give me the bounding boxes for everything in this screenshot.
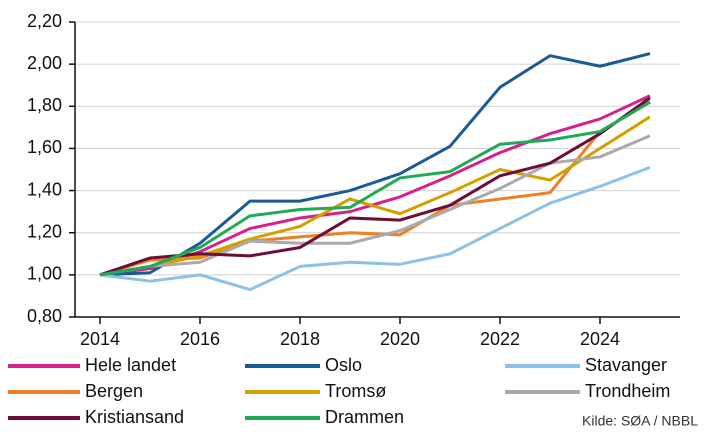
legend-label: Kristiansand (85, 407, 184, 427)
legend-label: Bergen (85, 381, 143, 401)
series-line (99, 100, 651, 277)
x-tick-label: 2024 (580, 329, 620, 349)
legend-label: Trondheim (585, 381, 670, 401)
y-tick-label: 2,20 (27, 11, 62, 31)
x-tick-label: 2016 (180, 329, 220, 349)
x-tick-label: 2020 (380, 329, 420, 349)
legend-label: Oslo (325, 355, 362, 375)
y-tick-label: 1,80 (27, 95, 62, 115)
y-tick-label: 0,80 (27, 306, 62, 326)
y-tick-label: 1,00 (27, 264, 62, 284)
series-line (99, 165, 651, 292)
series-line (99, 94, 651, 277)
y-tick-label: 2,00 (27, 53, 62, 73)
legend-label: Tromsø (325, 381, 386, 401)
series-line (99, 96, 651, 277)
source: Kilde: SØA / NBBL (582, 413, 698, 429)
series-line (99, 134, 651, 277)
y-tick-label: 1,60 (27, 137, 62, 157)
series-line (99, 115, 651, 277)
x-tick-label: 2022 (480, 329, 520, 349)
legend-label: Stavanger (585, 355, 667, 375)
y-tick-label: 1,40 (27, 179, 62, 199)
y-tick-label: 1,20 (27, 221, 62, 241)
series-line (99, 52, 651, 277)
legend-label: Hele landet (85, 355, 176, 375)
legend-label: Drammen (325, 407, 404, 427)
x-tick-label: 2014 (80, 329, 120, 349)
x-tick-label: 2018 (280, 329, 320, 349)
